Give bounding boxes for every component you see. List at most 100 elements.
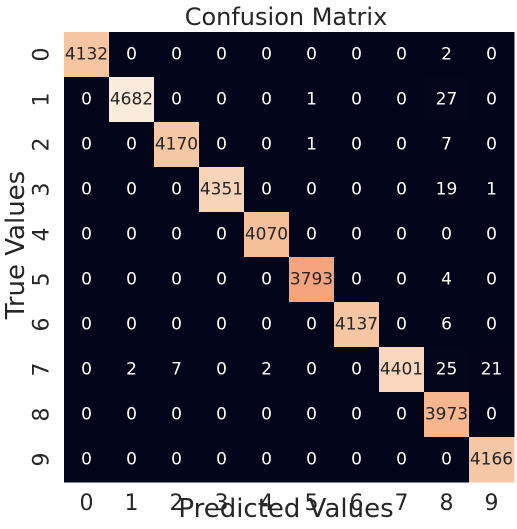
cell-value-0-2: 0 — [171, 45, 182, 65]
heatmap-cell-7-2 — [154, 347, 200, 393]
heatmap-cell-4-7 — [379, 212, 425, 258]
heatmap-cell-1-8 — [424, 77, 470, 123]
cell-value-7-8: 25 — [436, 360, 458, 380]
heatmap-cell-8-6 — [334, 392, 380, 438]
cell-value-3-9: 1 — [486, 180, 497, 200]
cell-value-3-7: 0 — [396, 180, 407, 200]
heatmap-cell-4-1 — [109, 212, 155, 258]
heatmap-cell-8-8 — [424, 392, 470, 438]
x-tick-5: 5 — [305, 491, 319, 516]
cell-value-9-4: 0 — [261, 450, 272, 470]
cell-value-6-3: 0 — [216, 315, 227, 335]
cell-value-2-0: 0 — [81, 135, 92, 155]
heatmap-cell-3-2 — [154, 167, 200, 213]
cell-value-5-1: 0 — [126, 270, 137, 290]
cell-value-5-2: 0 — [171, 270, 182, 290]
heatmap-cell-2-9 — [469, 122, 515, 168]
cell-value-4-2: 0 — [171, 225, 182, 245]
cell-value-5-6: 0 — [351, 270, 362, 290]
cell-value-9-6: 0 — [351, 450, 362, 470]
heatmap-cell-9-3 — [199, 437, 245, 483]
cell-value-5-8: 4 — [441, 270, 452, 290]
heatmap-cell-7-6 — [334, 347, 380, 393]
heatmap-cell-7-5 — [289, 347, 335, 393]
cell-value-3-4: 0 — [261, 180, 272, 200]
heatmap-cell-1-1 — [109, 77, 155, 123]
cell-value-7-9: 21 — [481, 360, 503, 380]
cell-value-9-7: 0 — [396, 450, 407, 470]
heatmap-cell-5-0 — [64, 257, 110, 303]
heatmap-cell-1-6 — [334, 77, 380, 123]
cell-value-4-9: 0 — [486, 225, 497, 245]
x-tick-8: 8 — [440, 491, 454, 516]
cell-value-2-6: 0 — [351, 135, 362, 155]
heatmap-cell-9-5 — [289, 437, 335, 483]
cell-value-4-6: 0 — [351, 225, 362, 245]
cell-value-6-9: 0 — [486, 315, 497, 335]
cell-value-2-4: 0 — [261, 135, 272, 155]
heatmap-cell-5-4 — [244, 257, 290, 303]
cell-value-7-2: 7 — [171, 360, 182, 380]
heatmap-cell-8-5 — [289, 392, 335, 438]
heatmap-cell-7-8 — [424, 347, 470, 393]
cell-value-9-5: 0 — [306, 450, 317, 470]
cell-value-2-5: 1 — [306, 135, 317, 155]
cell-value-3-6: 0 — [351, 180, 362, 200]
heatmap-cell-3-6 — [334, 167, 380, 213]
cell-value-2-8: 7 — [441, 135, 452, 155]
y-tick-6: 6 — [30, 318, 55, 332]
heatmap-cell-8-0 — [64, 392, 110, 438]
cell-value-1-4: 0 — [261, 90, 272, 110]
heatmap-cell-2-5 — [289, 122, 335, 168]
heatmap-cell-8-4 — [244, 392, 290, 438]
heatmap-cell-0-1 — [109, 32, 155, 78]
cell-value-1-3: 0 — [216, 90, 227, 110]
cell-value-0-8: 2 — [441, 45, 452, 65]
cell-value-0-5: 0 — [306, 45, 317, 65]
heatmap-cell-6-1 — [109, 302, 155, 348]
heatmap-cell-8-7 — [379, 392, 425, 438]
x-tick-4: 4 — [260, 491, 274, 516]
heatmap-cell-8-2 — [154, 392, 200, 438]
cell-value-6-4: 0 — [261, 315, 272, 335]
cell-value-7-5: 0 — [306, 360, 317, 380]
heatmap-cell-4-4 — [244, 212, 290, 258]
chart-title: Confusion Matrix — [185, 3, 388, 31]
y-axis-label: True Values — [1, 171, 31, 320]
heatmap-cell-5-5 — [289, 257, 335, 303]
heatmap-cell-5-6 — [334, 257, 380, 303]
heatmap-cell-2-7 — [379, 122, 425, 168]
heatmap-cell-6-6 — [334, 302, 380, 348]
heatmap-cell-0-7 — [379, 32, 425, 78]
heatmap-cell-6-0 — [64, 302, 110, 348]
x-tick-9: 9 — [485, 491, 499, 516]
heatmap-cell-7-0 — [64, 347, 110, 393]
x-axis-label: Predicted Values — [178, 494, 393, 524]
heatmap-cell-3-1 — [109, 167, 155, 213]
cell-value-0-1: 0 — [126, 45, 137, 65]
heatmap-cell-8-9 — [469, 392, 515, 438]
cell-value-8-4: 0 — [261, 405, 272, 425]
cell-value-1-2: 0 — [171, 90, 182, 110]
cell-value-1-6: 0 — [351, 90, 362, 110]
x-tick-labels: 0 1 2 3 4 5 6 7 8 9 — [80, 491, 499, 516]
x-tick-0: 0 — [80, 491, 94, 516]
cell-value-5-4: 0 — [261, 270, 272, 290]
cell-value-3-0: 0 — [81, 180, 92, 200]
cell-value-8-7: 0 — [396, 405, 407, 425]
cell-value-5-5: 3793 — [290, 270, 333, 290]
cell-value-7-4: 2 — [261, 360, 272, 380]
y-tick-0: 0 — [30, 48, 55, 62]
cell-value-6-7: 0 — [396, 315, 407, 335]
cell-value-5-3: 0 — [216, 270, 227, 290]
heatmap-cell-6-2 — [154, 302, 200, 348]
heatmap-cell-4-2 — [154, 212, 200, 258]
y-tick-8: 8 — [30, 408, 55, 422]
heatmap-cell-8-1 — [109, 392, 155, 438]
heatmap-cell-1-0 — [64, 77, 110, 123]
heatmap-cell-3-5 — [289, 167, 335, 213]
cell-value-6-0: 0 — [81, 315, 92, 335]
heatmap-cell-2-1 — [109, 122, 155, 168]
cell-value-9-1: 0 — [126, 450, 137, 470]
